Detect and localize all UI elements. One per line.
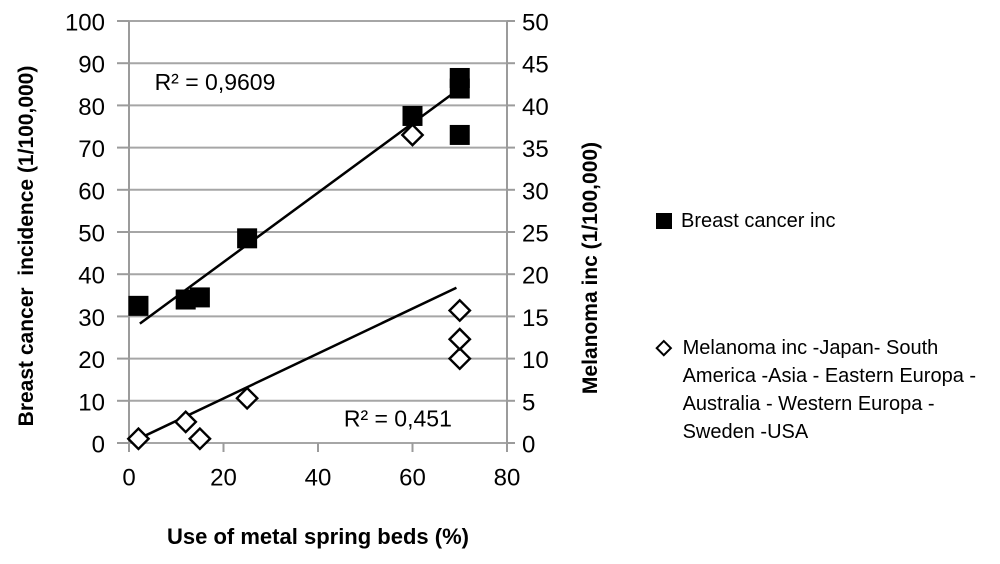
x-axis-title: Use of metal spring beds (%)	[167, 524, 469, 549]
legend-item-breast-cancer: Breast cancer inc	[656, 207, 836, 235]
y-left-tick-label: 90	[78, 52, 105, 79]
marker-filled-square	[449, 124, 470, 145]
legend-label-breast-cancer: Breast cancer inc	[681, 210, 836, 232]
legend-item-melanoma: Melanoma inc -Japan- South America -Asia…	[655, 334, 989, 446]
x-tick-label: 0	[122, 465, 135, 492]
marker-open-diamond	[400, 123, 425, 147]
y-right-tick-label: 5	[522, 389, 535, 416]
y-right-tick-label: 30	[522, 178, 549, 205]
y-right-tick-label: 50	[522, 10, 549, 37]
y-left-tick-label: 50	[78, 221, 105, 248]
y-right-tick-label: 40	[522, 94, 549, 121]
r2-annotation: R² = 0,9609	[155, 69, 276, 95]
y-right-tick-label: 10	[522, 347, 549, 374]
x-tick-label: 80	[494, 465, 521, 492]
marker-filled-square	[402, 105, 423, 126]
open-diamond-icon	[655, 339, 672, 356]
marker-filled-square	[189, 287, 210, 308]
legend-label-melanoma: Melanoma inc -Japan- South America -Asia…	[682, 337, 977, 443]
y-axis-right-title: Melanoma inc (1/100,000)	[579, 141, 602, 395]
marker-open-diamond	[126, 426, 151, 451]
y-left-tick-label: 40	[78, 263, 105, 290]
y-left-tick-label: 70	[78, 136, 105, 163]
marker-open-diamond	[447, 346, 472, 371]
y-right-tick-label: 35	[522, 136, 549, 163]
y-right-tick-label: 20	[522, 263, 549, 290]
r2-annotation: R² = 0,451	[344, 406, 452, 432]
y-right-tick-label: 25	[522, 221, 549, 248]
marker-open-diamond	[447, 298, 472, 323]
x-tick-label: 40	[305, 465, 332, 492]
marker-filled-square	[128, 295, 149, 316]
marker-open-diamond	[187, 426, 212, 451]
marker-filled-square	[237, 228, 258, 249]
y-left-tick-label: 20	[78, 347, 105, 374]
y-axis-left-title: Breast cancer incidence (1/100,000)	[15, 65, 38, 427]
y-left-tick-label: 0	[92, 432, 105, 459]
filled-square-icon	[656, 213, 672, 229]
y-left-tick-label: 60	[78, 178, 105, 205]
y-left-tick-label: 80	[78, 94, 105, 121]
marker-open-diamond	[173, 410, 198, 434]
marker-filled-square	[449, 67, 470, 88]
y-left-tick-label: 30	[78, 305, 105, 332]
y-right-tick-label: 0	[522, 432, 535, 459]
marker-open-diamond	[447, 327, 472, 352]
trendline	[139, 87, 461, 325]
y-left-tick-label: 100	[65, 10, 105, 37]
y-right-tick-label: 45	[522, 52, 549, 79]
marker-open-diamond	[235, 386, 260, 411]
x-tick-label: 60	[399, 465, 426, 492]
x-tick-label: 20	[210, 465, 237, 492]
y-left-tick-label: 10	[78, 389, 105, 416]
y-right-tick-label: 15	[522, 305, 549, 332]
